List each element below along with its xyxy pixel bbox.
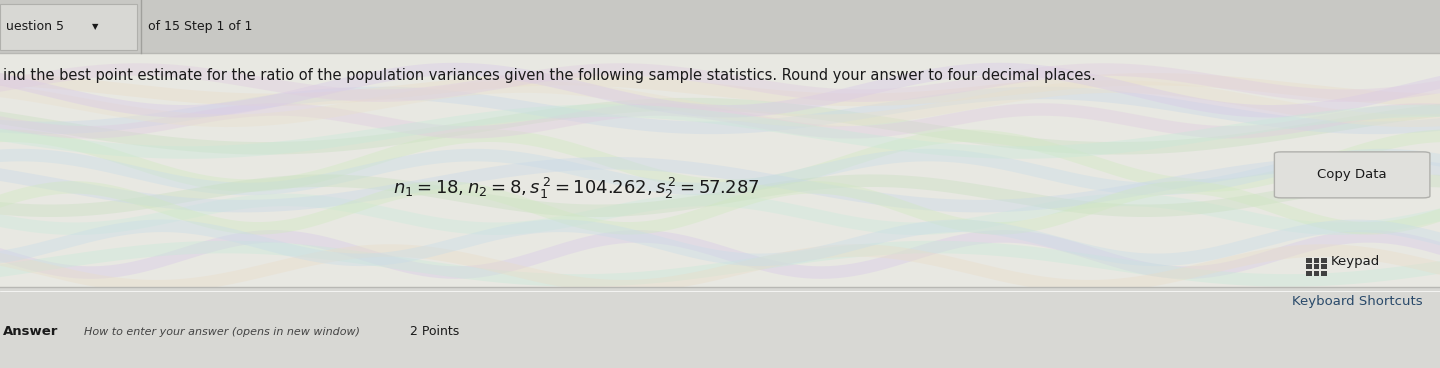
FancyBboxPatch shape [1322,258,1326,263]
Text: ▼: ▼ [92,22,99,31]
FancyBboxPatch shape [1322,271,1326,276]
FancyBboxPatch shape [0,4,137,50]
Text: Keypad: Keypad [1331,255,1380,268]
FancyBboxPatch shape [1306,271,1312,276]
Text: Keyboard Shortcuts: Keyboard Shortcuts [1292,295,1423,308]
FancyBboxPatch shape [1306,258,1312,263]
FancyBboxPatch shape [1313,258,1319,263]
Text: How to enter your answer (opens in new window): How to enter your answer (opens in new w… [84,326,360,337]
FancyBboxPatch shape [1274,152,1430,198]
FancyBboxPatch shape [0,287,1440,368]
Text: ind the best point estimate for the ratio of the population variances given the : ind the best point estimate for the rati… [3,68,1096,83]
Text: of 15 Step 1 of 1: of 15 Step 1 of 1 [148,20,252,33]
FancyBboxPatch shape [1322,265,1326,269]
Text: Answer: Answer [3,325,58,338]
Text: $n_1 = 18, n_2 = 8, s_1^{\,2} = 104.262, s_2^{\,2} = 57.287$: $n_1 = 18, n_2 = 8, s_1^{\,2} = 104.262,… [393,176,759,201]
FancyBboxPatch shape [1313,265,1319,269]
FancyBboxPatch shape [1313,271,1319,276]
FancyBboxPatch shape [1306,265,1312,269]
FancyBboxPatch shape [0,0,1440,53]
Text: Copy Data: Copy Data [1318,169,1387,181]
Text: uestion 5: uestion 5 [6,20,63,33]
Text: 2 Points: 2 Points [410,325,459,338]
